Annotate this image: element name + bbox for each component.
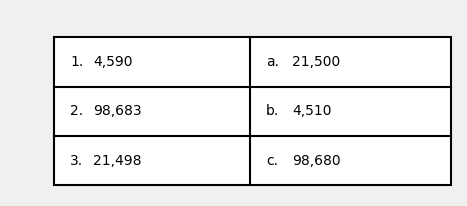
Text: 2.: 2. — [70, 104, 83, 118]
Text: 3.: 3. — [70, 154, 83, 168]
Bar — [54, 37, 451, 185]
Bar — [54, 37, 451, 185]
Text: 98,680: 98,680 — [292, 154, 340, 168]
Text: 1.: 1. — [70, 55, 83, 69]
Text: 98,683: 98,683 — [93, 104, 142, 118]
Text: 21,500: 21,500 — [292, 55, 340, 69]
Text: 4,590: 4,590 — [93, 55, 133, 69]
Text: c.: c. — [266, 154, 278, 168]
Text: a.: a. — [266, 55, 279, 69]
Text: b.: b. — [266, 104, 279, 118]
Text: 21,498: 21,498 — [93, 154, 142, 168]
Text: 4,510: 4,510 — [292, 104, 332, 118]
